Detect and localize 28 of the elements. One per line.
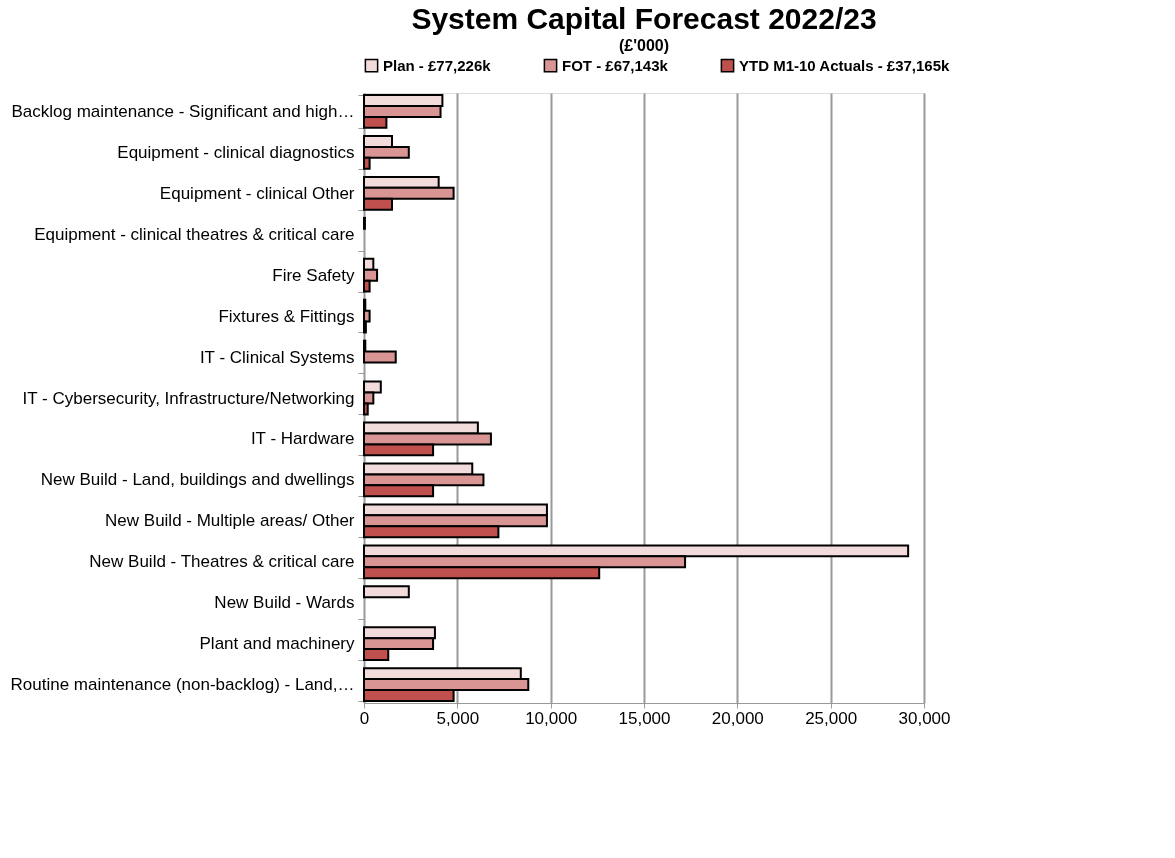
y-tick-label: Equipment - clinical theatres & critical care [34, 224, 355, 244]
y-tick-label: Backlog maintenance - Significant and high… [11, 101, 355, 121]
y-tick-label: New Build - Theatres & critical care [89, 552, 355, 572]
y-tick-label: IT - Hardware [250, 429, 355, 449]
y-tick-label: New Build - Multiple areas/ Other [105, 511, 355, 531]
legend-label: Plan - £77,226k [383, 56, 492, 74]
y-tick-label: IT - Cybersecurity, Infrastructure/Networking [22, 388, 355, 408]
chart-title: System Capital Forecast 2022/23 [411, 2, 877, 35]
x-tick-label: 25,000 [805, 708, 858, 728]
x-tick-label: 20,000 [711, 708, 764, 728]
y-tick-label: Equipment - clinical Other [159, 183, 355, 203]
y-tick-label: IT - Clinical Systems [199, 347, 355, 367]
x-tick-label: 30,000 [898, 708, 951, 728]
y-tick-label: New Build - Wards [214, 593, 355, 613]
chart-subtitle: (£'000) [618, 37, 670, 54]
x-tick-label: 10,000 [525, 708, 578, 728]
x-tick-label: 5,000 [436, 708, 480, 728]
legend-label: FOT - £67,143k [562, 56, 669, 74]
y-tick-label: Equipment - clinical diagnostics [117, 142, 355, 162]
y-tick-label: Plant and machinery [199, 634, 355, 654]
legend-label: YTD M1-10 Actuals - £37,165k [739, 56, 951, 74]
y-tick-label: Fixtures & Fittings [218, 306, 355, 326]
y-tick-label: Routine maintenance (non-backlog) - Land,… [10, 675, 355, 695]
x-tick-label: 0 [359, 708, 370, 728]
y-tick-label: New Build - Land, buildings and dwellings [40, 470, 355, 490]
bar [363, 585, 410, 599]
x-tick-label: 15,000 [618, 708, 671, 728]
y-tick-label: Fire Safety [272, 265, 355, 285]
